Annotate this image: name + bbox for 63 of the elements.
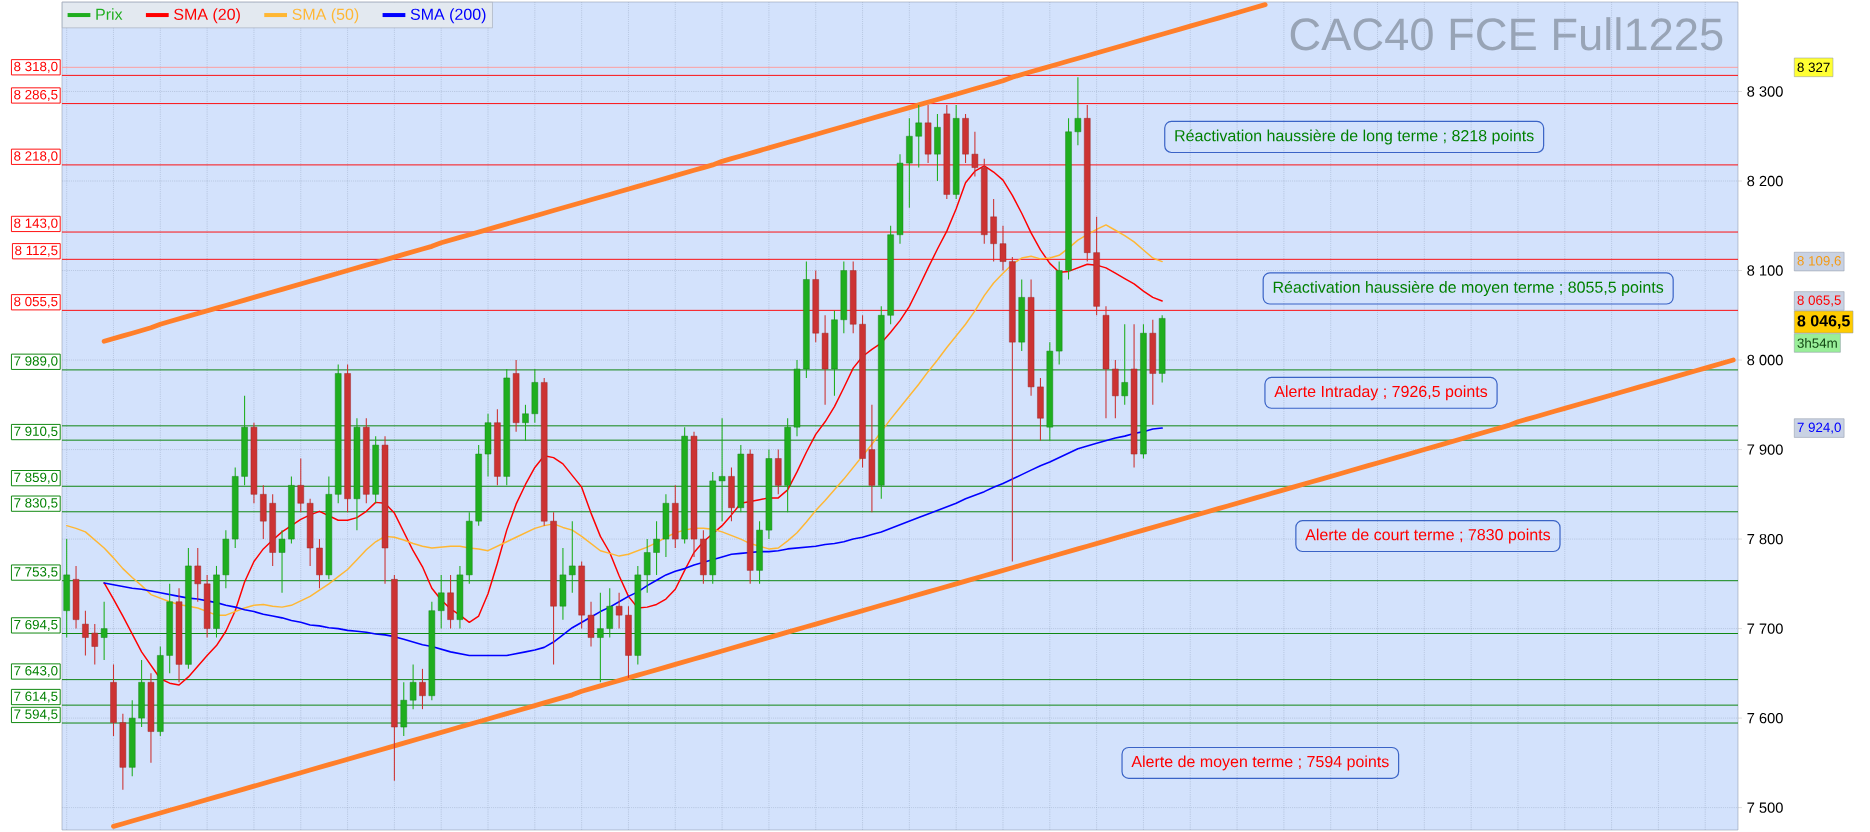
ref-line-label: 7 910,5 xyxy=(14,426,58,438)
candlestick xyxy=(615,592,623,630)
ref-line-label: 8 286,5 xyxy=(14,89,58,101)
y-tick-label: 7 500 xyxy=(1747,802,1783,813)
candlestick xyxy=(971,131,979,178)
annotation: Alerte Intraday ; 7926,5 points xyxy=(1274,385,1488,401)
ref-line-label: 8 218,0 xyxy=(14,151,58,163)
ref-line-label: 8 112,5 xyxy=(15,245,58,257)
ref-line-label: 8 318,0 xyxy=(14,61,58,73)
candlestick xyxy=(100,601,108,661)
text: SMA (50) xyxy=(292,8,359,24)
candlestick xyxy=(643,538,651,594)
ref-line-label: 7 694,5 xyxy=(14,619,58,631)
candlestick xyxy=(91,623,99,665)
candlestick xyxy=(569,520,576,594)
candlestick xyxy=(297,457,304,513)
candlestick xyxy=(437,574,445,630)
candlestick xyxy=(419,668,426,710)
y-tick-label: 8 300 xyxy=(1747,86,1783,97)
ref-line-label: 7 614,5 xyxy=(14,691,58,703)
ref-line-label: 8 055,5 xyxy=(14,296,58,308)
candlestick xyxy=(522,404,529,442)
text: 3h54m xyxy=(1797,338,1837,348)
text: 8 109,6 xyxy=(1797,256,1841,268)
ref-line-label: 7 594,5 xyxy=(14,709,58,721)
annotation: Alerte de court terme ; 7830 points xyxy=(1305,528,1551,544)
ref-line-label: 8 143,0 xyxy=(14,218,58,230)
annotation: Alerte de moyen terme ; 7594 points xyxy=(1131,755,1389,771)
y-tick-label: 8 000 xyxy=(1747,354,1783,366)
ref-line-label: 7 643,0 xyxy=(14,666,58,678)
text: Prix xyxy=(96,8,123,20)
ref-line-label: 7 859,0 xyxy=(14,472,58,484)
y-tick-label: 7 700 xyxy=(1747,623,1783,634)
chart-title: CAC40 FCE Full1225 xyxy=(1290,17,1723,51)
candlestick xyxy=(194,547,201,603)
ref-line-label: 7 989,0 xyxy=(14,356,58,368)
text: 8 327 xyxy=(1797,62,1830,73)
candlestick xyxy=(278,529,286,594)
candlestick xyxy=(915,104,922,169)
y-tick-label: 7 800 xyxy=(1747,533,1783,545)
text: 7 924,0 xyxy=(1797,422,1841,434)
candlestick xyxy=(597,592,604,683)
candlestick xyxy=(999,225,1007,272)
annotation: Réactivation haussière de moyen terme ; 8055,5 points xyxy=(1273,280,1664,297)
annotation: Réactivation haussière de long terme ; 8218 points xyxy=(1175,129,1534,145)
text: 8 046,5 xyxy=(1797,315,1850,329)
text: SMA (20) xyxy=(174,8,240,24)
text: SMA (200) xyxy=(410,8,486,24)
candlestick xyxy=(606,587,613,639)
y-tick-label: 8 200 xyxy=(1747,175,1783,187)
ref-line-label: 7 753,5 xyxy=(14,567,58,579)
y-tick-label: 7 600 xyxy=(1747,712,1783,724)
candlestick xyxy=(1074,76,1082,146)
candlestick xyxy=(718,417,726,522)
candlestick xyxy=(587,601,595,648)
ref-line-label: 7 830,5 xyxy=(14,498,58,510)
y-tick-label: 7 900 xyxy=(1747,444,1783,455)
candlestick xyxy=(409,663,417,710)
y-tick-label: 8 100 xyxy=(1747,265,1783,276)
candlestick xyxy=(1121,323,1128,406)
text: 8 065,5 xyxy=(1797,295,1841,307)
candlestick xyxy=(82,610,89,656)
candlestick xyxy=(653,520,660,576)
